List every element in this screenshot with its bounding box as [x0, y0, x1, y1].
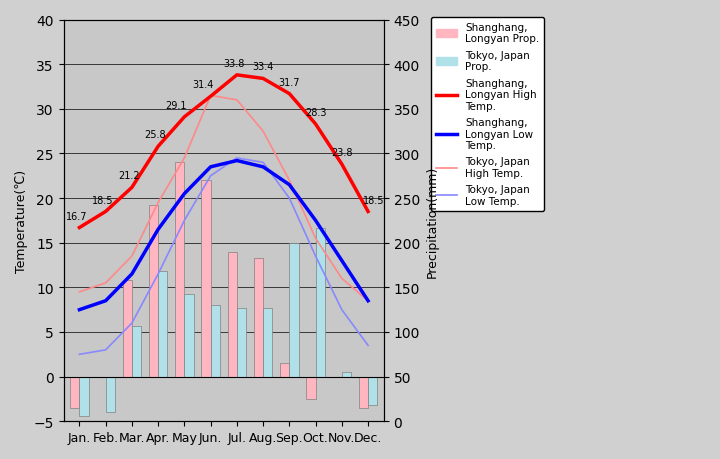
Bar [122, 280, 132, 377]
Bar [315, 228, 325, 377]
Bar [184, 295, 194, 377]
Text: 18.5: 18.5 [363, 195, 384, 205]
Bar [158, 272, 167, 377]
Text: 16.7: 16.7 [66, 211, 88, 221]
Text: 23.8: 23.8 [331, 148, 353, 158]
Y-axis label: Temperature(℃): Temperature(℃) [15, 169, 28, 272]
Bar [263, 308, 272, 377]
Text: 31.4: 31.4 [192, 80, 213, 90]
Bar [342, 372, 351, 377]
Bar [228, 252, 237, 377]
Text: 28.3: 28.3 [305, 108, 326, 118]
Bar [79, 377, 89, 416]
Y-axis label: Precipitation(mm): Precipitation(mm) [426, 165, 438, 277]
Bar [237, 308, 246, 377]
Text: 31.7: 31.7 [279, 78, 300, 88]
Bar [211, 306, 220, 377]
Bar [307, 377, 315, 399]
Bar [149, 206, 158, 377]
Text: 33.8: 33.8 [223, 59, 245, 69]
Bar [175, 163, 184, 377]
Bar [289, 243, 299, 377]
Bar [359, 377, 368, 408]
Bar [132, 326, 141, 377]
Bar [106, 377, 114, 413]
Bar [280, 364, 289, 377]
Bar [71, 377, 79, 408]
Bar [254, 258, 263, 377]
Legend: Shanghang,
Longyan Prop., Tokyo, Japan
Prop., Shanghang,
Longyan High
Temp., Sha: Shanghang, Longyan Prop., Tokyo, Japan P… [431, 17, 544, 212]
Bar [368, 377, 377, 405]
Text: 29.1: 29.1 [166, 101, 187, 111]
Text: 21.2: 21.2 [119, 171, 140, 181]
Text: 25.8: 25.8 [145, 130, 166, 140]
Bar [202, 181, 211, 377]
Text: 33.4: 33.4 [253, 62, 274, 73]
Text: 18.5: 18.5 [92, 195, 114, 205]
